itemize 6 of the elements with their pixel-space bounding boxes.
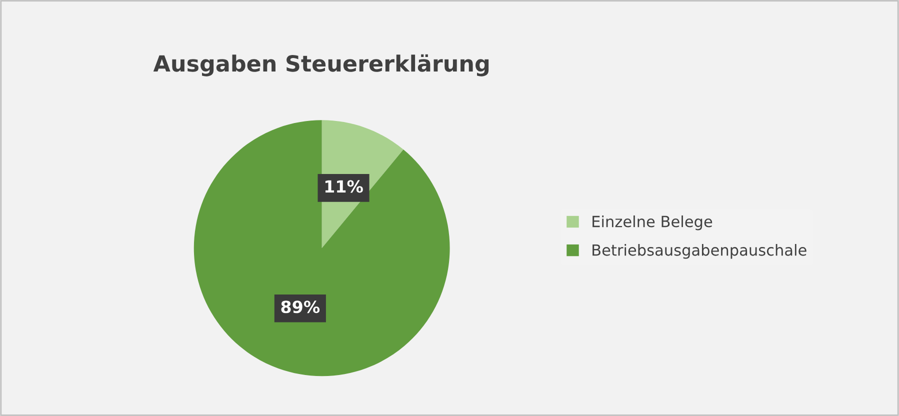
chart-title: Ausgaben Steuererklärung <box>153 54 489 76</box>
legend-label: Betriebsausgabenpauschale <box>592 244 806 259</box>
legend-label: Einzelne Belege <box>592 215 712 230</box>
data-label: 11% <box>325 180 363 193</box>
data-label: 89% <box>281 300 320 314</box>
pie-slice <box>194 120 450 376</box>
